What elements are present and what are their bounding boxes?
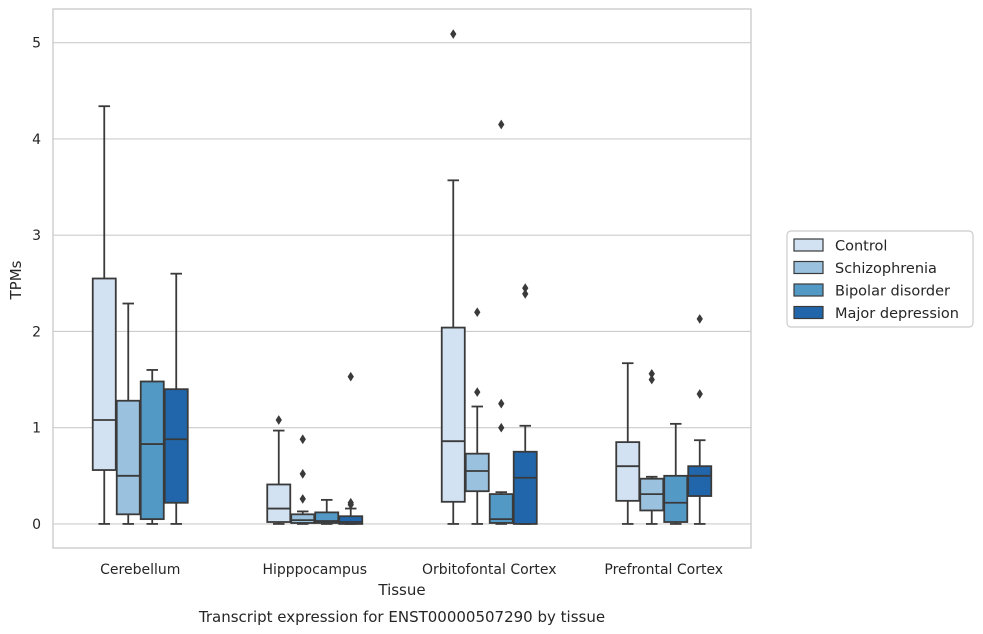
outlier-point [648,374,655,385]
outlier-point [347,497,354,508]
legend-swatch [793,238,824,252]
outlier-point [299,469,306,479]
iqr-box [440,326,466,503]
box-control [440,29,466,525]
iqr-box [464,452,490,493]
x-tick-label: Cerebellum [100,562,180,578]
box-control [266,415,292,525]
box-schizophrenia [290,434,316,525]
x-axis: Cerebellum Hipppocampus Orbitofontal Corte… [100,562,723,578]
x-tick-label: Hipppocampus [262,562,367,578]
iqr-box [512,450,538,525]
x-axis-title: Tissue [377,581,425,599]
iqr-box [488,493,514,524]
plot-area [52,8,752,549]
outlier-point [299,494,306,504]
box-major-depression [512,283,538,525]
outlier-point [474,307,481,318]
iqr-box [290,513,316,524]
iqr-box [687,465,713,497]
box-bipolar-disorder [488,119,514,525]
y-tick-label: 3 [32,228,41,244]
outlier-point [347,371,354,382]
legend-swatch [793,283,824,297]
box-major-depression [687,314,713,525]
iqr-box [266,483,292,523]
legend-label: Schizophrenia [835,261,937,277]
outlier-point [696,314,703,324]
iqr-box [338,515,364,525]
y-axis-title: TPMs [7,260,25,300]
box-major-depression [338,371,364,525]
legend-swatch [793,260,824,275]
x-tick-label: Prefrontal Cortex [604,562,723,578]
legend-frame [786,230,974,328]
box-major-depression [163,272,189,525]
box-schizophrenia [115,302,141,525]
outlier-point [299,434,306,445]
y-tick-label: 1 [32,421,41,437]
outlier-point [498,398,505,409]
outlier-point [498,422,505,433]
box-series [91,29,713,525]
outlier-point [450,29,457,39]
box-control [615,362,641,525]
outlier-point [648,368,655,379]
box-schizophrenia [464,307,490,525]
y-tick-label: 2 [32,324,41,340]
y-tick-label: 4 [32,132,41,148]
iqr-box [91,277,117,471]
outlier-point [696,389,703,399]
x-tick-label: Orbitofontal Cortex [422,562,557,578]
outlier-point [275,415,282,425]
legend-label: Control [835,239,887,255]
outlier-point [522,283,529,293]
legend-label: Major depression [835,306,959,322]
legend-label: Bipolar disorder [835,284,950,300]
box-schizophrenia [639,368,665,525]
y-tick-label: 5 [32,36,41,52]
outlier-point [498,119,505,130]
chart-caption: Transcript expression for ENST0000050729… [198,608,605,626]
legend-swatch [793,305,824,320]
y-axis: 0 1 2 3 4 5 [32,36,41,533]
iqr-box [163,388,189,504]
box-bipolar-disorder [314,498,340,525]
iqr-box [139,380,165,521]
outlier-point [522,289,529,299]
box-bipolar-disorder [139,369,165,525]
iqr-box [663,474,689,523]
outlier-point [474,387,481,397]
legend: Control Schizophrenia Bipolar disorder Majo… [786,230,974,328]
iqr-box [115,399,141,516]
iqr-box [314,511,340,524]
box-bipolar-disorder [663,422,689,525]
iqr-box [615,441,641,502]
box-control [91,105,117,525]
y-tick-label: 0 [32,517,41,533]
